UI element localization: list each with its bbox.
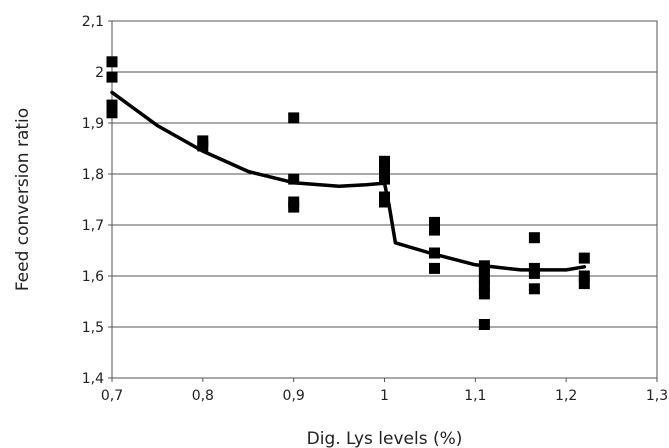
y-tick-label: 2 bbox=[95, 65, 104, 81]
data-point bbox=[379, 197, 390, 208]
y-tick-labels: 1,4 1,5 1,6 1,7 1,8 1,9 2 2,1 bbox=[82, 14, 112, 387]
data-point bbox=[107, 56, 118, 67]
y-tick-label: 1,7 bbox=[82, 218, 104, 234]
data-point bbox=[579, 278, 590, 289]
data-point bbox=[579, 253, 590, 264]
data-point bbox=[107, 107, 118, 118]
data-point bbox=[529, 232, 540, 243]
y-tick-label: 2,1 bbox=[82, 14, 104, 30]
x-tick-labels: 0,7 0,8 0,9 1 1,1 1,2 1,3 bbox=[101, 378, 668, 404]
trend-line bbox=[112, 92, 584, 270]
x-tick-label: 0,9 bbox=[283, 388, 305, 404]
x-tick-label: 0,8 bbox=[192, 388, 214, 404]
data-point bbox=[529, 283, 540, 294]
data-point bbox=[379, 174, 390, 185]
data-point bbox=[288, 202, 299, 213]
x-tick-label: 1,1 bbox=[464, 388, 486, 404]
y-tick-label: 1,6 bbox=[82, 269, 104, 285]
data-point bbox=[379, 163, 390, 174]
x-tick-label: 1,3 bbox=[646, 388, 668, 404]
y-axis-title: Feed conversion ratio bbox=[13, 108, 33, 291]
data-point bbox=[529, 268, 540, 279]
y-tick-label: 1,9 bbox=[82, 116, 104, 132]
data-point bbox=[107, 72, 118, 83]
data-point bbox=[288, 112, 299, 123]
data-points bbox=[107, 56, 590, 330]
y-tick-label: 1,5 bbox=[82, 320, 104, 336]
y-tick-label: 1,8 bbox=[82, 167, 104, 183]
x-tick-label: 1 bbox=[380, 388, 389, 404]
data-point bbox=[197, 141, 208, 152]
x-tick-label: 1,2 bbox=[555, 388, 577, 404]
x-tick-label: 0,7 bbox=[101, 388, 123, 404]
data-point bbox=[429, 225, 440, 236]
data-point bbox=[429, 263, 440, 274]
data-point bbox=[479, 319, 490, 330]
x-axis-title: Dig. Lys levels (%) bbox=[307, 429, 463, 448]
data-point bbox=[288, 174, 299, 185]
data-point bbox=[479, 288, 490, 299]
y-tick-label: 1,4 bbox=[82, 371, 104, 387]
data-point bbox=[429, 248, 440, 259]
